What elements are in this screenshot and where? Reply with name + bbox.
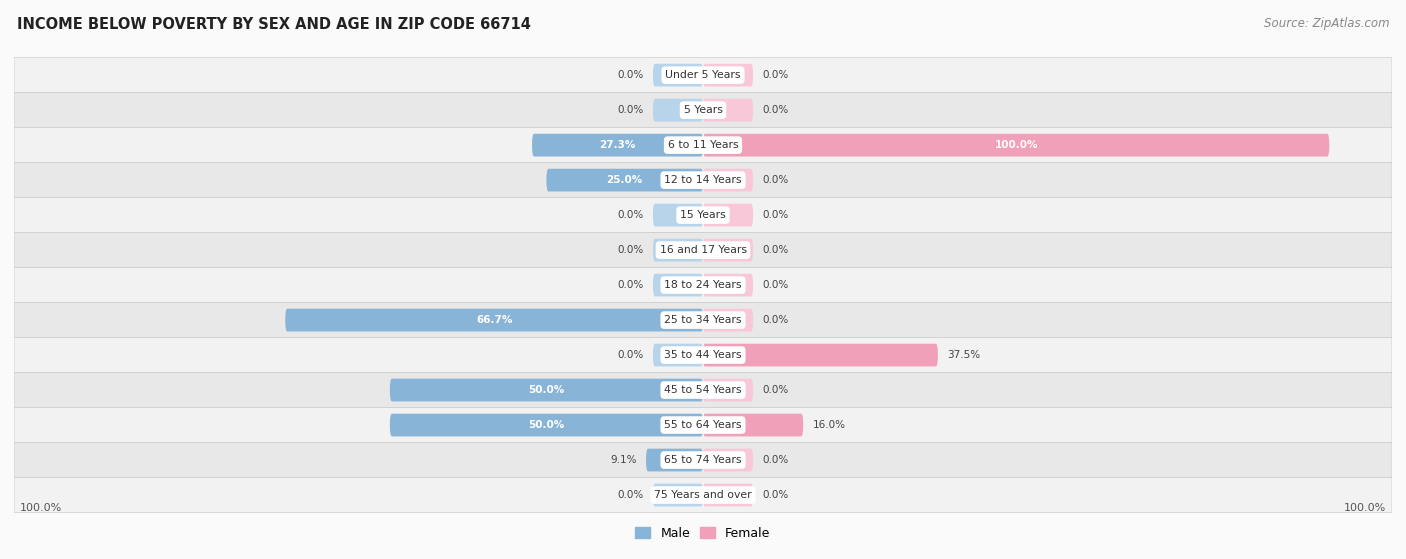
FancyBboxPatch shape [652,344,703,367]
Text: 27.3%: 27.3% [599,140,636,150]
Text: 100.0%: 100.0% [20,503,63,513]
Text: Under 5 Years: Under 5 Years [665,70,741,80]
Text: 0.0%: 0.0% [617,245,644,255]
FancyBboxPatch shape [652,274,703,296]
FancyBboxPatch shape [652,203,703,226]
Text: 55 to 64 Years: 55 to 64 Years [664,420,742,430]
FancyBboxPatch shape [703,484,754,506]
FancyBboxPatch shape [703,64,754,87]
Text: 50.0%: 50.0% [529,385,565,395]
FancyBboxPatch shape [652,64,703,87]
Text: 15 Years: 15 Years [681,210,725,220]
Text: INCOME BELOW POVERTY BY SEX AND AGE IN ZIP CODE 66714: INCOME BELOW POVERTY BY SEX AND AGE IN Z… [17,17,530,32]
Text: 0.0%: 0.0% [762,210,789,220]
FancyBboxPatch shape [547,169,703,192]
Text: 0.0%: 0.0% [617,105,644,115]
FancyBboxPatch shape [14,443,1392,477]
Text: 9.1%: 9.1% [610,455,637,465]
Text: 0.0%: 0.0% [617,210,644,220]
Text: 0.0%: 0.0% [762,280,789,290]
FancyBboxPatch shape [14,268,1392,302]
Text: 65 to 74 Years: 65 to 74 Years [664,455,742,465]
FancyBboxPatch shape [703,414,803,437]
FancyBboxPatch shape [703,134,1329,157]
FancyBboxPatch shape [531,134,703,157]
Text: 0.0%: 0.0% [762,490,789,500]
FancyBboxPatch shape [703,309,754,331]
FancyBboxPatch shape [285,309,703,331]
Text: 0.0%: 0.0% [617,70,644,80]
Text: 0.0%: 0.0% [617,280,644,290]
FancyBboxPatch shape [652,239,703,262]
FancyBboxPatch shape [652,99,703,121]
FancyBboxPatch shape [389,414,703,437]
Text: 12 to 14 Years: 12 to 14 Years [664,175,742,185]
FancyBboxPatch shape [14,163,1392,198]
Text: 16 and 17 Years: 16 and 17 Years [659,245,747,255]
FancyBboxPatch shape [652,484,703,506]
FancyBboxPatch shape [14,93,1392,127]
FancyBboxPatch shape [14,302,1392,338]
FancyBboxPatch shape [645,449,703,471]
FancyBboxPatch shape [703,344,938,367]
FancyBboxPatch shape [14,233,1392,268]
FancyBboxPatch shape [14,477,1392,513]
Text: 5 Years: 5 Years [683,105,723,115]
Text: 35 to 44 Years: 35 to 44 Years [664,350,742,360]
FancyBboxPatch shape [14,338,1392,372]
Text: 100.0%: 100.0% [1343,503,1386,513]
FancyBboxPatch shape [703,378,754,401]
FancyBboxPatch shape [703,99,754,121]
Text: 0.0%: 0.0% [762,105,789,115]
FancyBboxPatch shape [14,127,1392,163]
FancyBboxPatch shape [703,239,754,262]
FancyBboxPatch shape [14,408,1392,443]
Text: 66.7%: 66.7% [477,315,512,325]
Text: Source: ZipAtlas.com: Source: ZipAtlas.com [1264,17,1389,30]
Text: 45 to 54 Years: 45 to 54 Years [664,385,742,395]
Text: 0.0%: 0.0% [762,175,789,185]
FancyBboxPatch shape [703,203,754,226]
FancyBboxPatch shape [703,449,754,471]
FancyBboxPatch shape [703,274,754,296]
Text: 6 to 11 Years: 6 to 11 Years [668,140,738,150]
Text: 37.5%: 37.5% [948,350,980,360]
FancyBboxPatch shape [14,198,1392,233]
Text: 0.0%: 0.0% [762,385,789,395]
Text: 0.0%: 0.0% [762,70,789,80]
Text: 100.0%: 100.0% [994,140,1038,150]
Text: 25 to 34 Years: 25 to 34 Years [664,315,742,325]
Text: 0.0%: 0.0% [762,455,789,465]
FancyBboxPatch shape [14,372,1392,408]
Text: 50.0%: 50.0% [529,420,565,430]
FancyBboxPatch shape [14,58,1392,93]
FancyBboxPatch shape [703,169,754,192]
Legend: Male, Female: Male, Female [630,522,776,544]
Text: 0.0%: 0.0% [617,490,644,500]
Text: 16.0%: 16.0% [813,420,845,430]
Text: 75 Years and over: 75 Years and over [654,490,752,500]
Text: 0.0%: 0.0% [617,350,644,360]
Text: 0.0%: 0.0% [762,315,789,325]
Text: 0.0%: 0.0% [762,245,789,255]
Text: 25.0%: 25.0% [606,175,643,185]
FancyBboxPatch shape [389,378,703,401]
Text: 18 to 24 Years: 18 to 24 Years [664,280,742,290]
